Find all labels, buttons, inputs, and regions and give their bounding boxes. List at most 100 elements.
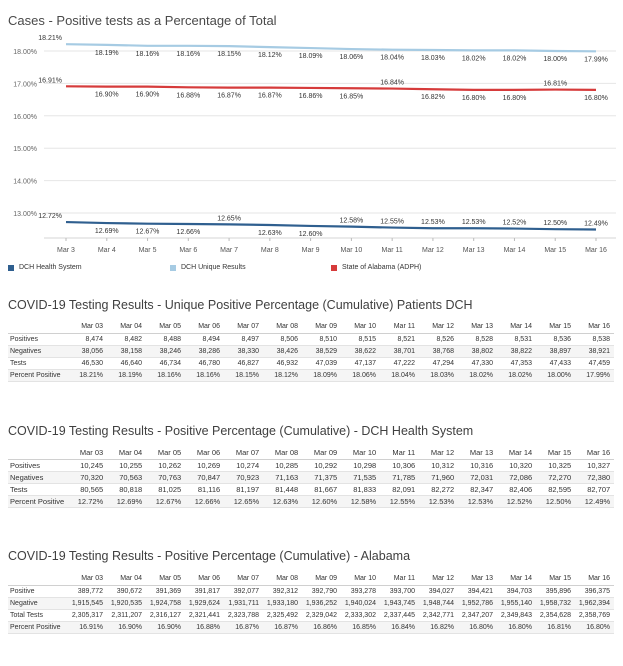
column-header: Mar 05 [146, 447, 186, 460]
table-cell: 12.50% [536, 495, 576, 508]
table-cell: 10,325 [536, 459, 576, 472]
dch-health-system-table: Mar 03 Mar 04 Mar 05 Mar 06 Mar 07 Mar 08 Mar … [8, 447, 615, 508]
table-cell: 72,031 [458, 471, 498, 484]
table-cell: 16.87% [263, 621, 302, 634]
table-cell: 8,482 [107, 333, 146, 346]
table-cell: 392,790 [302, 585, 341, 598]
table-cell: 2,305,317 [68, 609, 107, 622]
table-cell: 82,707 [575, 483, 615, 496]
x-tick-label: Mar 12 [422, 247, 444, 254]
x-tick-label: Mar 6 [179, 247, 197, 254]
legend-item-dch-unique-results: DCH Unique Results [170, 264, 246, 271]
table-cell: 16.90% [146, 621, 185, 634]
data-label: 16.84% [380, 80, 404, 87]
table-cell: 47,137 [341, 357, 380, 370]
table-header-row: Mar 03 Mar 04 Mar 05 Mar 06 Mar 07 Mar 08 Mar … [8, 321, 614, 334]
table-cell: 12.66% [185, 495, 225, 508]
table-cell: 389,772 [68, 585, 107, 598]
column-header: Mar 04 [107, 447, 147, 460]
table-cell: 8,506 [263, 333, 302, 346]
x-tick-label: Mar 3 [57, 247, 75, 254]
data-label: 16.80% [462, 95, 486, 102]
column-header: Mar 04 [107, 573, 146, 586]
row-label: Negatives [8, 471, 69, 484]
column-header: Mar 15 [536, 321, 575, 334]
data-label: 18.12% [258, 52, 282, 59]
data-label: 16.87% [258, 93, 282, 100]
column-header: Mar 13 [458, 573, 497, 586]
table-cell: 46,932 [263, 357, 302, 370]
column-header: Mar 16 [575, 573, 614, 586]
legend-item-dch-health-system: DCH Health System [8, 264, 82, 271]
row-label: Tests [8, 483, 69, 496]
table-header-row: Mar 03 Mar 04 Mar 05 Mar 06 Mar 07 Mar 08 Mar … [8, 447, 615, 460]
table-cell: 10,312 [419, 459, 459, 472]
table-cell: 393,700 [380, 585, 419, 598]
row-label: Percent Positive [8, 495, 69, 508]
table-cell: 392,077 [224, 585, 263, 598]
series-line [65, 220, 597, 231]
table-cell: 2,354,628 [536, 609, 575, 622]
legend-item-state-of-alabama: State of Alabama (ADPH) [331, 264, 421, 271]
table-cell: 18.06% [341, 369, 380, 382]
table-cell: 46,734 [146, 357, 185, 370]
data-label: 12.55% [380, 219, 404, 226]
data-label: 18.15% [217, 51, 241, 58]
table-cell: 82,406 [497, 483, 537, 496]
table-cell: 18.02% [497, 369, 536, 382]
table-cell: 8,474 [68, 333, 107, 346]
corner-cell [8, 573, 68, 586]
table-cell: 72,086 [497, 471, 537, 484]
table-row: Negative 1,915,545 1,920,535 1,924,758 1,929… [8, 597, 614, 610]
data-label: 16.80% [503, 95, 527, 102]
table-cell: 8,510 [302, 333, 341, 346]
data-label: 18.04% [380, 55, 404, 62]
table-row: Tests 46,530 46,640 46,734 46,780 46,827 46,93… [8, 357, 614, 370]
table-cell: 1,952,786 [458, 597, 497, 610]
column-header: Mar 10 [341, 573, 380, 586]
table-cell: 2,325,492 [263, 609, 302, 622]
table-cell: 10,316 [458, 459, 498, 472]
data-label: 18.09% [299, 53, 323, 60]
table-row: Percent Positive 18.21% 18.19% 18.16% 18.16%… [8, 369, 614, 382]
table-cell: 18.16% [185, 369, 224, 382]
column-header: Mar 13 [458, 447, 498, 460]
chart-title: Cases - Positive tests as a Percentage o… [8, 13, 277, 28]
table-cell: 1,933,180 [263, 597, 302, 610]
table-cell: 72,270 [536, 471, 576, 484]
data-label: 16.90% [95, 92, 119, 99]
data-label: 16.91% [38, 77, 62, 84]
data-label: 12.65% [217, 215, 241, 222]
table-cell: 18.02% [458, 369, 497, 382]
column-header: Mar 05 [146, 573, 185, 586]
row-label: Total Tests [8, 609, 68, 622]
column-header: Mar 08 [263, 321, 302, 334]
table-header-row: Mar 03 Mar 04 Mar 05 Mar 06 Mar 07 Mar 08 Mar … [8, 573, 614, 586]
table-cell: 18.03% [419, 369, 458, 382]
data-label: 12.52% [503, 220, 527, 227]
table-cell: 70,563 [107, 471, 147, 484]
table-cell: 8,497 [224, 333, 263, 346]
table-cell: 16.85% [341, 621, 380, 634]
column-header: Mar 14 [497, 573, 536, 586]
column-header: Mar 13 [458, 321, 497, 334]
table-cell: 1,920,535 [107, 597, 146, 610]
table-cell: 8,531 [497, 333, 536, 346]
data-label: 12.66% [176, 229, 200, 236]
table-cell: 16.80% [497, 621, 536, 634]
table-cell: 391,369 [146, 585, 185, 598]
table-cell: 2,347,207 [458, 609, 497, 622]
unique-positive-table: Mar 03 Mar 04 Mar 05 Mar 06 Mar 07 Mar 08 Mar … [8, 321, 614, 382]
data-label: 18.02% [503, 55, 527, 62]
table-cell: 18.19% [107, 369, 146, 382]
data-label: 12.58% [340, 218, 364, 225]
table-cell: 12.49% [575, 495, 615, 508]
table-cell: 2,342,771 [419, 609, 458, 622]
table-cell: 16.84% [380, 621, 419, 634]
table-row: Total Tests 2,305,317 2,311,207 2,316,127 2,… [8, 609, 614, 622]
table-cell: 18.15% [224, 369, 263, 382]
table-cell: 10,255 [107, 459, 147, 472]
table1-title: COVID-19 Testing Results - Unique Positi… [8, 298, 473, 312]
column-header: Mar 12 [419, 321, 458, 334]
x-tick-label: Mar 15 [544, 247, 566, 254]
